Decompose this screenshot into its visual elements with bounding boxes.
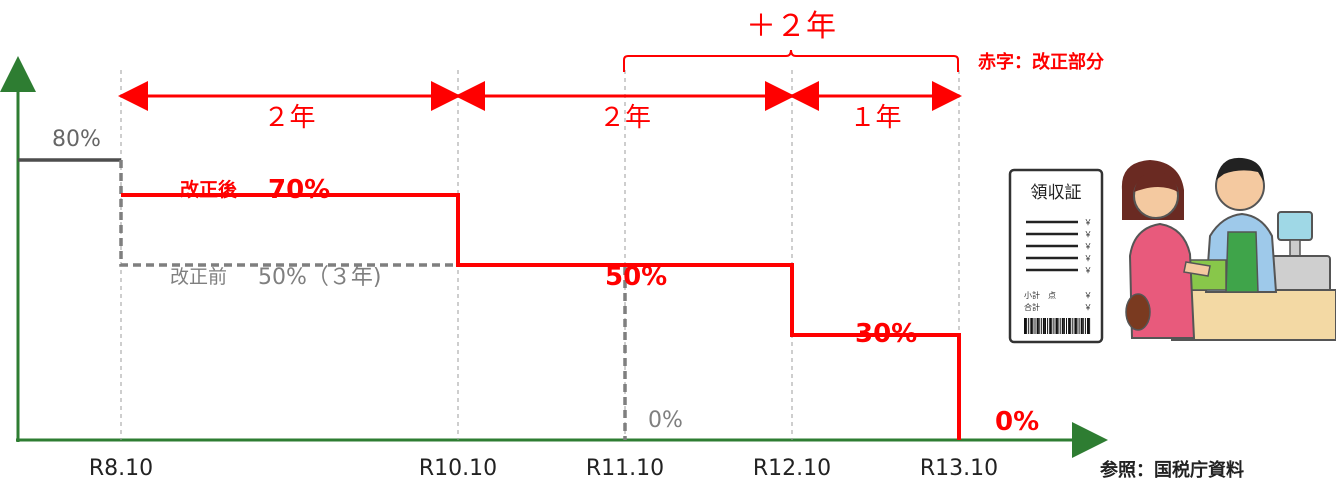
- barcode-bar: [1024, 318, 1026, 334]
- barcode-bar: [1034, 318, 1036, 334]
- after-reform-line: [121, 193, 961, 440]
- legend-note: 赤字：改正部分: [978, 51, 1104, 73]
- barcode-bar: [1030, 318, 1033, 334]
- x-tick-label: R13.10: [920, 456, 998, 481]
- barcode-bar: [1084, 318, 1086, 334]
- extension-label: ＋２年: [746, 9, 836, 44]
- span-label: ２年: [599, 103, 651, 133]
- barcode-bar: [1051, 318, 1053, 334]
- barcode-bar: [1087, 318, 1089, 334]
- barcode-bar: [1074, 318, 1077, 334]
- barcode-bar: [1082, 318, 1084, 334]
- cashier-illustration: [1121, 157, 1336, 341]
- after-reform-value: 50%: [605, 262, 667, 292]
- receipt-yen: ￥: [1084, 242, 1092, 251]
- barcode-bar: [1070, 318, 1072, 334]
- barcode-bar: [1055, 318, 1058, 334]
- receipt-subtotal: 小計 点: [1024, 290, 1056, 300]
- source-note: 参照：国税庁資料: [1100, 459, 1244, 481]
- receipt-yen: ￥: [1084, 266, 1092, 275]
- after-reform-value: 30%: [855, 319, 917, 349]
- receipt-subtotal-mark: ￥: [1084, 291, 1092, 300]
- receipt-yen: ￥: [1084, 218, 1092, 227]
- barcode-bar: [1063, 318, 1065, 334]
- receipt-illustration: 領収証 ￥ ￥ ￥ ￥ ￥ 小計 点 ￥ 合計 ￥: [1008, 168, 1104, 344]
- barcode-bar: [1053, 318, 1055, 334]
- barcode-bar: [1089, 318, 1091, 334]
- barcode-bar: [1042, 318, 1045, 334]
- barcode-bar: [1028, 318, 1030, 334]
- guide-lines: [120, 70, 960, 440]
- barcode-bar: [1076, 318, 1078, 334]
- barcode-bar: [1038, 318, 1040, 334]
- barcode-bar: [1036, 318, 1039, 334]
- barcode-bar: [1068, 318, 1071, 334]
- barcode-bar: [1049, 318, 1052, 334]
- span-label: １年: [849, 103, 901, 133]
- after-reform-value: 70%: [268, 175, 330, 205]
- initial-label: 80%: [52, 127, 101, 152]
- receipt-yen: ￥: [1084, 230, 1092, 239]
- receipt-total-mark: ￥: [1084, 303, 1092, 312]
- barcode-bar: [1032, 318, 1034, 334]
- span-label: ２年: [263, 103, 315, 133]
- barcode-bar: [1057, 318, 1059, 334]
- barcode-bar: [1080, 318, 1083, 334]
- barcode-bar: [1059, 318, 1061, 334]
- before-reform-name: 改正前: [170, 266, 227, 288]
- after-reform-value: 0%: [995, 407, 1039, 437]
- barcode-bar: [1061, 318, 1064, 334]
- barcode-bar: [1066, 318, 1067, 334]
- after-reform-name: 改正後: [180, 178, 238, 201]
- extension-bracket: [623, 49, 959, 72]
- x-tick-label: R8.10: [89, 456, 153, 481]
- x-tick-label: R11.10: [586, 456, 664, 481]
- barcode-bar: [1072, 318, 1074, 334]
- x-tick-label: R10.10: [419, 456, 497, 481]
- before-reform-value: 50%（３年): [258, 265, 381, 290]
- before-reform-line: [119, 160, 627, 440]
- barcode-bar: [1026, 318, 1028, 334]
- receipt-total: 合計: [1024, 302, 1040, 312]
- receipt-yen: ￥: [1084, 254, 1092, 263]
- barcode-bar: [1047, 318, 1049, 334]
- barcode-bar: [1078, 318, 1080, 334]
- barcode-bar: [1040, 318, 1042, 334]
- before-reform-zero: 0%: [648, 408, 683, 433]
- barcode: [1024, 318, 1091, 334]
- barcode-bar: [1045, 318, 1046, 334]
- x-tick-label: R12.10: [753, 456, 831, 481]
- receipt-title: 領収証: [1031, 183, 1082, 203]
